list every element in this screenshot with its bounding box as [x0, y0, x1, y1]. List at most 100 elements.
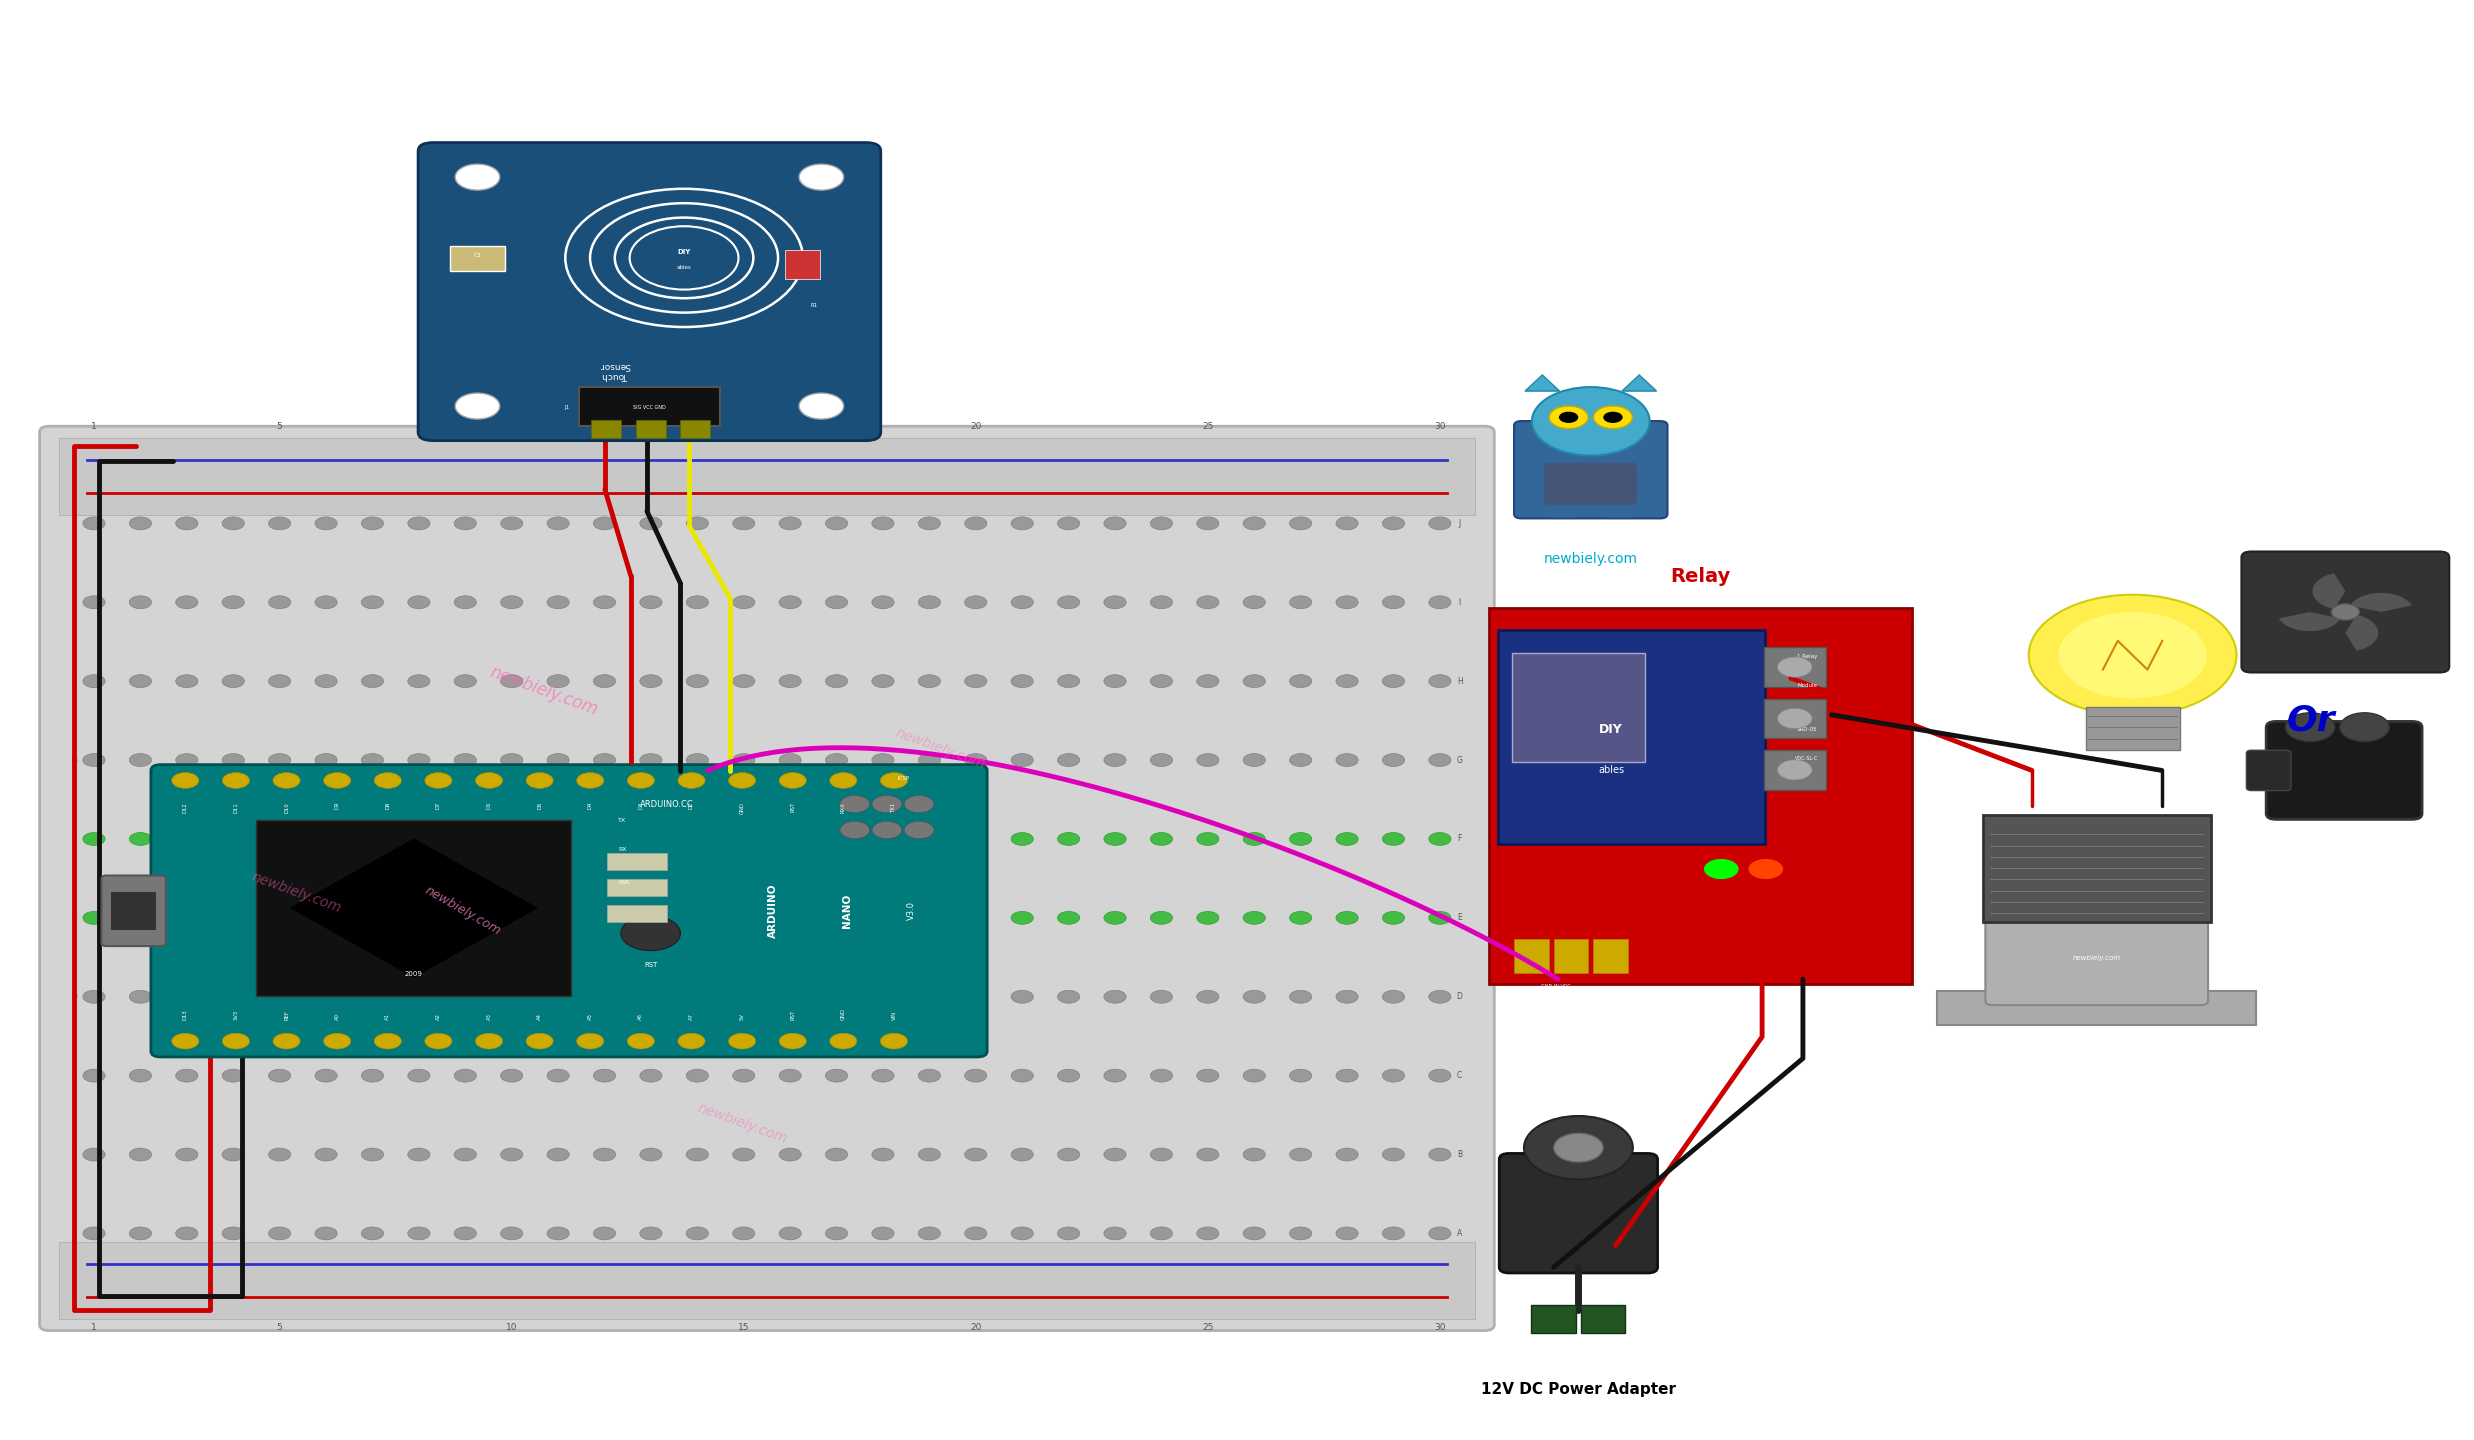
Circle shape [871, 832, 893, 845]
Circle shape [223, 832, 245, 845]
Circle shape [732, 1148, 755, 1161]
Circle shape [1383, 832, 1405, 845]
Circle shape [270, 991, 292, 1004]
Circle shape [176, 832, 198, 845]
Circle shape [408, 991, 430, 1004]
Text: 3V3: 3V3 [233, 1009, 238, 1020]
Circle shape [732, 912, 755, 924]
Circle shape [455, 517, 477, 530]
Circle shape [594, 912, 616, 924]
Circle shape [270, 1148, 292, 1161]
Circle shape [1242, 596, 1264, 609]
Circle shape [455, 675, 477, 688]
Circle shape [1242, 991, 1264, 1004]
Circle shape [1289, 675, 1311, 688]
Circle shape [361, 1148, 383, 1161]
Circle shape [1289, 832, 1311, 845]
Circle shape [223, 675, 245, 688]
Circle shape [1197, 1227, 1220, 1240]
Circle shape [881, 1034, 908, 1048]
Circle shape [426, 1034, 453, 1048]
Circle shape [1150, 991, 1173, 1004]
Circle shape [129, 596, 151, 609]
Circle shape [732, 675, 755, 688]
Circle shape [374, 1034, 401, 1048]
Circle shape [965, 753, 987, 766]
Circle shape [641, 596, 663, 609]
Circle shape [455, 991, 477, 1004]
Text: ables: ables [678, 265, 690, 271]
Circle shape [176, 596, 198, 609]
Circle shape [621, 916, 680, 950]
Circle shape [727, 773, 755, 789]
Circle shape [374, 773, 401, 789]
Circle shape [1012, 1068, 1034, 1081]
FancyBboxPatch shape [609, 878, 668, 896]
Circle shape [547, 991, 569, 1004]
Text: 30: 30 [1435, 422, 1445, 431]
Circle shape [905, 795, 935, 812]
Circle shape [594, 596, 616, 609]
Circle shape [1197, 1068, 1220, 1081]
Circle shape [270, 1068, 292, 1081]
Circle shape [685, 832, 708, 845]
Circle shape [171, 1034, 198, 1048]
Circle shape [594, 832, 616, 845]
FancyBboxPatch shape [1937, 991, 2256, 1025]
Circle shape [176, 753, 198, 766]
Circle shape [732, 1227, 755, 1240]
Circle shape [500, 991, 522, 1004]
FancyBboxPatch shape [59, 1243, 1475, 1319]
Circle shape [839, 795, 871, 812]
Circle shape [84, 912, 104, 924]
Text: 15: 15 [737, 1323, 750, 1332]
Text: A5: A5 [589, 1012, 594, 1020]
Circle shape [918, 596, 940, 609]
Circle shape [641, 1227, 663, 1240]
Circle shape [594, 753, 616, 766]
Circle shape [223, 596, 245, 609]
Circle shape [527, 1034, 554, 1048]
Circle shape [1336, 753, 1358, 766]
Circle shape [171, 773, 198, 789]
Circle shape [408, 1068, 430, 1081]
Text: 12V DC Power Adapter: 12V DC Power Adapter [1482, 1382, 1675, 1397]
Circle shape [641, 1148, 663, 1161]
Text: 25: 25 [1202, 1323, 1215, 1332]
Circle shape [408, 1148, 430, 1161]
Circle shape [1197, 596, 1220, 609]
Circle shape [1427, 1227, 1450, 1240]
Circle shape [1056, 675, 1079, 688]
Circle shape [1242, 675, 1264, 688]
Text: D2: D2 [688, 802, 695, 809]
Circle shape [223, 1148, 245, 1161]
Text: Or: Or [2286, 703, 2335, 737]
FancyBboxPatch shape [1581, 1305, 1625, 1333]
Circle shape [270, 832, 292, 845]
Circle shape [594, 1068, 616, 1081]
FancyBboxPatch shape [1514, 939, 1549, 973]
Circle shape [547, 1148, 569, 1161]
Circle shape [1524, 1116, 1633, 1179]
Circle shape [1103, 1148, 1126, 1161]
Circle shape [918, 1227, 940, 1240]
Text: GND: GND [841, 1008, 846, 1020]
Circle shape [918, 753, 940, 766]
Circle shape [2058, 612, 2207, 698]
FancyBboxPatch shape [111, 891, 156, 930]
Text: 10: 10 [507, 422, 517, 431]
Circle shape [1012, 991, 1034, 1004]
Text: A6: A6 [638, 1012, 643, 1020]
Circle shape [829, 773, 856, 789]
Circle shape [314, 675, 336, 688]
Text: 1: 1 [92, 422, 96, 431]
Circle shape [628, 773, 656, 789]
Circle shape [965, 991, 987, 1004]
FancyBboxPatch shape [151, 765, 987, 1057]
Circle shape [965, 912, 987, 924]
Text: newbiely.com: newbiely.com [1544, 552, 1638, 566]
Text: ARDUINO.CC: ARDUINO.CC [641, 799, 693, 809]
Circle shape [871, 596, 893, 609]
Circle shape [129, 832, 151, 845]
FancyBboxPatch shape [1603, 507, 1633, 517]
